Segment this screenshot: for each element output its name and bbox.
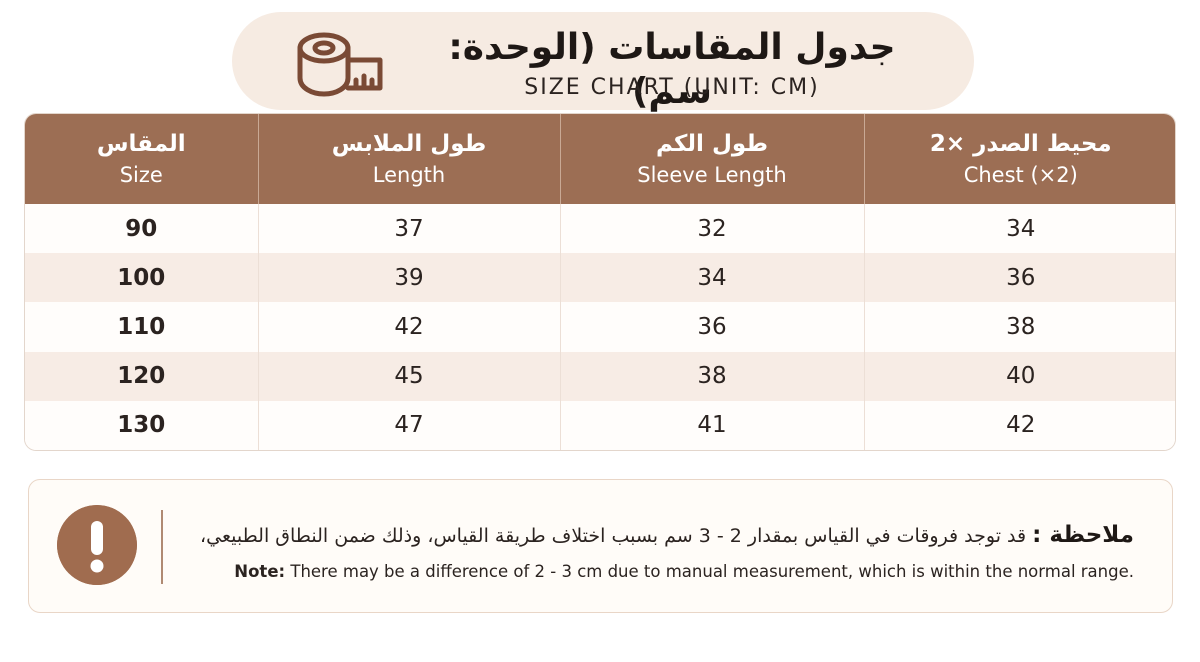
size-cell: 130 <box>25 400 259 450</box>
header-label-english: Sleeve Length <box>637 163 787 187</box>
page-title-arabic: جدول المقاسات (الوحدة: سم) <box>448 27 896 112</box>
size-cell: 110 <box>25 302 259 352</box>
header-label-arabic: المقاس <box>96 131 186 157</box>
header-label-english: Length <box>372 163 446 187</box>
header-label-english: Chest (×2) <box>963 163 1078 187</box>
title-banner: جدول المقاسات (الوحدة: سم) SIZE CHART (U… <box>232 12 974 112</box>
chest-cell: 40 <box>864 351 1175 401</box>
header-label-arabic: طول الكم <box>656 131 768 157</box>
header-label-arabic: محيط الصدر ×2 <box>929 131 1112 157</box>
sleeve-length-cell: 34 <box>560 253 865 303</box>
sleeve-length-cell: 32 <box>560 204 865 254</box>
exclamation-icon <box>57 505 137 585</box>
chest-cell: 42 <box>864 400 1175 450</box>
chest-cell: 34 <box>864 204 1175 254</box>
note-divider <box>161 510 163 584</box>
size-cell: 100 <box>25 253 259 303</box>
table-row: 100 39 34 36 <box>25 253 1175 303</box>
sleeve-length-cell: 38 <box>560 351 865 401</box>
page-title-english: SIZE CHART (UNIT: CM) <box>524 75 820 100</box>
size-table: المقاس Size طول الملابس Length طول الكم … <box>24 113 1176 451</box>
header-label-english: Size <box>119 163 163 187</box>
header-label-arabic: طول الملابس <box>331 131 487 157</box>
header-sleeve-length: طول الكم Sleeve Length <box>560 114 865 204</box>
note-english: Note: There may be a difference of 2 - 3… <box>189 560 1134 584</box>
table-row: 120 45 38 40 <box>25 351 1175 401</box>
note-text-english: There may be a difference of 2 - 3 cm du… <box>290 562 1134 581</box>
header-length: طول الملابس Length <box>258 114 561 204</box>
sleeve-length-cell: 41 <box>560 400 865 450</box>
chest-cell: 38 <box>864 302 1175 352</box>
size-cell: 120 <box>25 351 259 401</box>
table-row: 130 47 41 42 <box>25 400 1175 450</box>
sleeve-length-cell: 36 <box>560 302 865 352</box>
table-row: 110 42 36 38 <box>25 302 1175 352</box>
header-chest: محيط الصدر ×2 Chest (×2) <box>864 114 1175 204</box>
note-box: ملاحظة : قد توجد فروقات في القياس بمقدار… <box>28 479 1173 613</box>
table-row: 90 37 32 34 <box>25 204 1175 254</box>
note-label-arabic: ملاحظة : <box>1032 522 1134 548</box>
chest-cell: 36 <box>864 253 1175 303</box>
length-cell: 39 <box>258 253 561 303</box>
length-cell: 42 <box>258 302 561 352</box>
size-cell: 90 <box>25 204 259 254</box>
length-cell: 45 <box>258 351 561 401</box>
note-arabic: ملاحظة : قد توجد فروقات في القياس بمقدار… <box>189 520 1134 551</box>
table-header-row: المقاس Size طول الملابس Length طول الكم … <box>25 114 1175 204</box>
note-text-arabic: قد توجد فروقات في القياس بمقدار 2 - 3 سم… <box>199 525 1027 547</box>
note-label-english: Note: <box>234 562 286 581</box>
length-cell: 47 <box>258 400 561 450</box>
length-cell: 37 <box>258 204 561 254</box>
measuring-tape-icon <box>297 32 383 97</box>
header-size: المقاس Size <box>25 114 259 204</box>
